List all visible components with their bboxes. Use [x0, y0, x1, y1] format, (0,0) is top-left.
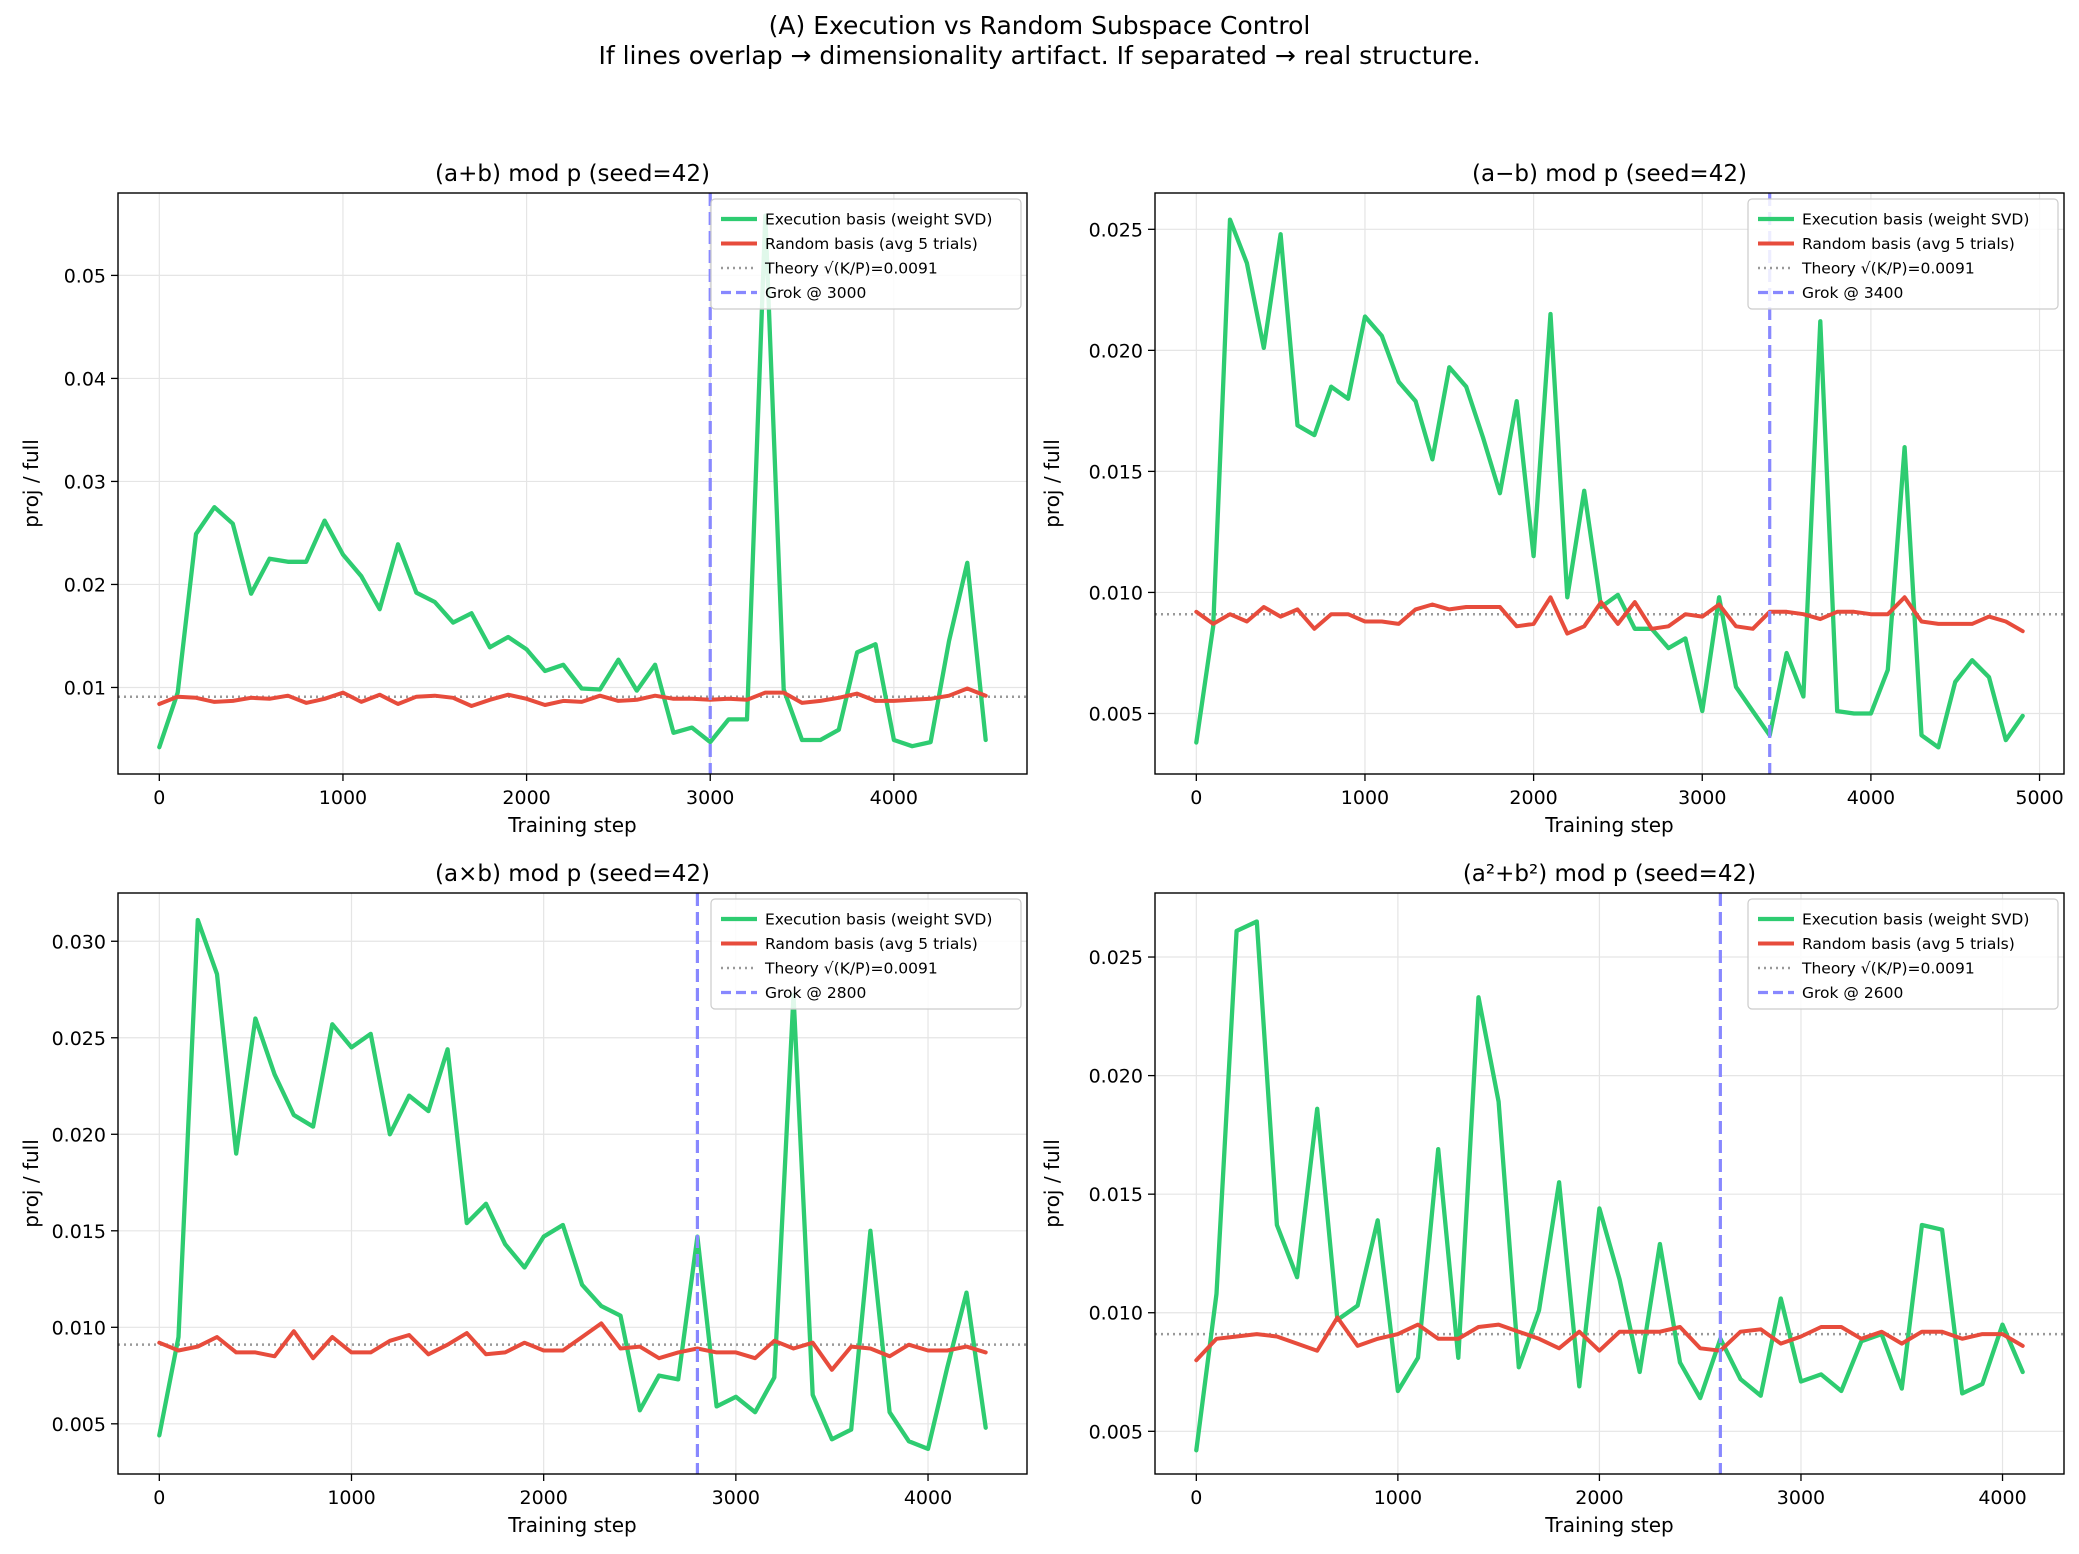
- plot-frame: [1154, 192, 2065, 775]
- legend-label: Theory √(K/P)=0.0091: [764, 260, 938, 278]
- x-tick-label: 4000: [1978, 1487, 2026, 1509]
- x-tick-label: 5000: [2015, 787, 2063, 809]
- legend: Execution basis (weight SVD) Random basis…: [710, 198, 1022, 310]
- x-tick-label: 1000: [1374, 1487, 1422, 1509]
- x-tick-label: 2000: [1575, 1487, 1623, 1509]
- x-tick-label: 4000: [1847, 787, 1895, 809]
- panel-title: (a+b) mod p (seed=42): [435, 161, 710, 187]
- legend-label: Execution basis (weight SVD): [1802, 911, 2029, 929]
- legend-label: Theory √(K/P)=0.0091: [1801, 960, 1975, 978]
- y-tick-label: 0.015: [1089, 1184, 1143, 1206]
- x-tick-label: 3000: [686, 787, 734, 809]
- legend-label: Execution basis (weight SVD): [765, 911, 992, 929]
- x-tick-label: 0: [153, 787, 165, 809]
- y-tick-label: 0.010: [1089, 1303, 1143, 1325]
- execution-series-line: [1194, 919, 2025, 1453]
- y-tick-label: 0.015: [52, 1221, 106, 1243]
- y-axis-label: proj / full: [1040, 1139, 1064, 1228]
- legend-label: Random basis (avg 5 trials): [1802, 935, 2015, 953]
- chart-panel-1: 0 1000 2000 3000 4000 0.01 0.02 0.03 0.04 0.05 (a+…: [19, 161, 1028, 837]
- execution-series-line: [157, 213, 988, 750]
- plot-frame: [1154, 892, 2065, 1475]
- legend-label: Random basis (avg 5 trials): [765, 235, 978, 253]
- y-tick-label: 0.04: [64, 368, 106, 390]
- x-tick-label: 4000: [904, 1487, 952, 1509]
- y-tick-label: 0.020: [1089, 340, 1143, 362]
- legend-frame: [1747, 898, 2059, 1010]
- chart-panel-3: 0 1000 2000 3000 4000 0.005 0.010 0.015 0.020 0.0…: [19, 861, 1028, 1537]
- x-axis-label: Training step: [507, 813, 637, 837]
- legend-label: Theory √(K/P)=0.0091: [1801, 260, 1975, 278]
- execution-series-line: [157, 917, 988, 1452]
- x-axis-label: Training step: [1544, 813, 1674, 837]
- y-axis-label: proj / full: [19, 439, 43, 528]
- y-tick-label: 0.05: [64, 265, 106, 287]
- legend-frame: [1747, 198, 2059, 310]
- y-tick-label: 0.010: [52, 1317, 106, 1339]
- legend-label: Random basis (avg 5 trials): [765, 935, 978, 953]
- y-axis-label: proj / full: [19, 1139, 43, 1228]
- x-tick-label: 2000: [502, 787, 550, 809]
- y-tick-label: 0.03: [64, 471, 106, 493]
- x-tick-label: 2000: [519, 1487, 567, 1509]
- legend-frame: [710, 198, 1022, 310]
- legend-label: Execution basis (weight SVD): [1802, 211, 2029, 229]
- panel-title: (a×b) mod p (seed=42): [435, 861, 710, 887]
- legend: Execution basis (weight SVD) Random basis…: [710, 898, 1022, 1010]
- x-tick-label: 1000: [327, 1487, 375, 1509]
- y-tick-label: 0.010: [1089, 582, 1143, 604]
- legend: Execution basis (weight SVD) Random basis…: [1747, 198, 2059, 310]
- x-tick-label: 3000: [1678, 787, 1726, 809]
- x-tick-label: 1000: [319, 787, 367, 809]
- y-tick-label: 0.01: [64, 677, 106, 699]
- x-tick-label: 3000: [1777, 1487, 1825, 1509]
- y-tick-label: 0.025: [1089, 947, 1143, 969]
- figure-title-line1: (A) Execution vs Random Subspace Control: [769, 11, 1311, 40]
- legend-label: Grok @ 3000: [765, 284, 866, 302]
- x-tick-label: 3000: [712, 1487, 760, 1509]
- chart-panel-4: 0 1000 2000 3000 4000 0.005 0.010 0.015 0.020 0.0…: [1040, 861, 2065, 1537]
- random-series-line: [157, 1321, 988, 1372]
- y-tick-label: 0.015: [1089, 461, 1143, 483]
- legend-label: Grok @ 3400: [1802, 284, 1903, 302]
- x-tick-label: 0: [1190, 1487, 1202, 1509]
- y-tick-label: 0.020: [52, 1124, 106, 1146]
- x-axis-label: Training step: [507, 1513, 637, 1537]
- x-tick-label: 2000: [1509, 787, 1557, 809]
- plot-frame: [117, 892, 1028, 1475]
- y-tick-label: 0.005: [1089, 1421, 1143, 1443]
- legend-label: Theory √(K/P)=0.0091: [764, 960, 938, 978]
- legend-label: Grok @ 2800: [765, 984, 866, 1002]
- x-tick-label: 1000: [1341, 787, 1389, 809]
- panel-title: (a²+b²) mod p (seed=42): [1463, 861, 1756, 887]
- y-tick-label: 0.025: [1089, 219, 1143, 241]
- legend: Execution basis (weight SVD) Random basis…: [1747, 898, 2059, 1010]
- plot-frame: [117, 192, 1028, 775]
- figure-title-line2: If lines overlap → dimensionality artifa…: [598, 41, 1480, 70]
- random-series-line: [1194, 1315, 2025, 1363]
- y-tick-label: 0.020: [1089, 1066, 1143, 1088]
- chart-panel-2: 0 1000 2000 3000 4000 5000 0.005 0.010 0.015 0.02…: [1040, 161, 2065, 837]
- random-series-line: [157, 686, 988, 708]
- y-tick-label: 0.005: [52, 1414, 106, 1436]
- y-tick-label: 0.025: [52, 1028, 106, 1050]
- y-tick-label: 0.005: [1089, 703, 1143, 725]
- y-axis-label: proj / full: [1040, 439, 1064, 528]
- legend-frame: [710, 898, 1022, 1010]
- y-tick-label: 0.030: [52, 931, 106, 953]
- legend-label: Execution basis (weight SVD): [765, 211, 992, 229]
- x-axis-label: Training step: [1544, 1513, 1674, 1537]
- random-series-line: [1194, 595, 2025, 636]
- legend-label: Grok @ 2600: [1802, 984, 1903, 1002]
- panels: 0 1000 2000 3000 4000 0.01 0.02 0.03 0.04 0.05 (a+…: [19, 161, 2065, 1537]
- execution-series-line: [1194, 217, 2025, 750]
- x-tick-label: 0: [1190, 787, 1202, 809]
- x-tick-label: 4000: [870, 787, 918, 809]
- legend-label: Random basis (avg 5 trials): [1802, 235, 2015, 253]
- x-tick-label: 0: [153, 1487, 165, 1509]
- y-tick-label: 0.02: [64, 574, 106, 596]
- panel-title: (a−b) mod p (seed=42): [1472, 161, 1747, 187]
